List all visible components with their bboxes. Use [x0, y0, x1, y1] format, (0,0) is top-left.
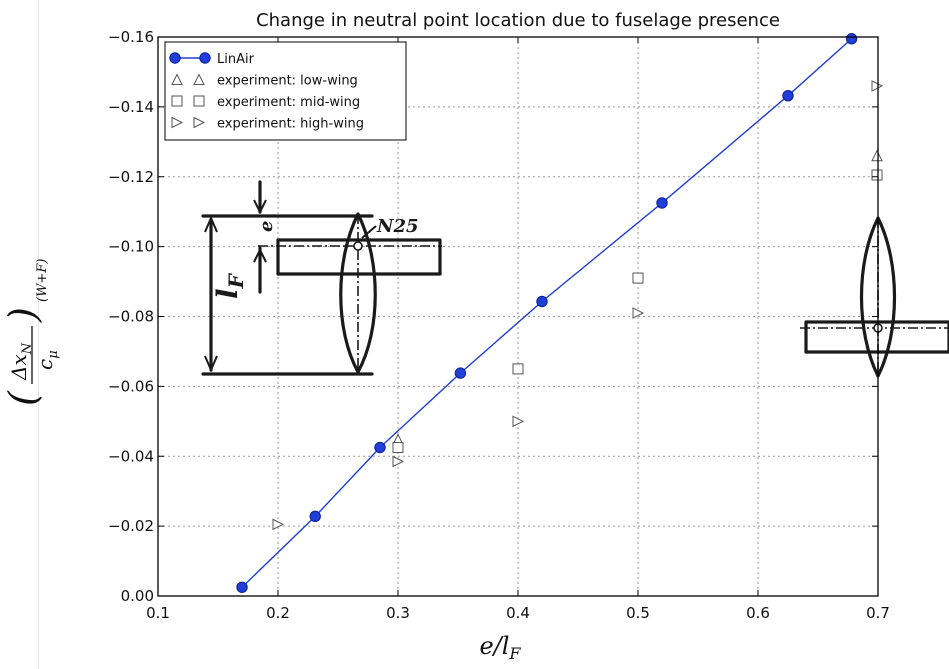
x-tick-label: 0.7 — [866, 604, 890, 622]
y-tick-label: −0.12 — [108, 168, 154, 186]
y-axis-label: ( ΔxN cμ ) (W+F) — [1, 259, 61, 406]
data-point — [392, 455, 405, 468]
data-point — [632, 307, 645, 319]
svg-text:cμ: cμ — [33, 350, 61, 370]
legend-marker — [193, 116, 206, 129]
y-tick-label: −0.02 — [108, 517, 154, 535]
x-tick-label: 0.6 — [746, 604, 770, 622]
legend-marker — [193, 95, 205, 107]
data-point — [656, 197, 668, 209]
data-point — [782, 89, 794, 102]
legend-entry: experiment: low-wing — [171, 73, 358, 89]
series-3 — [272, 80, 884, 531]
svg-text:(: ( — [1, 390, 45, 406]
sketch-label-e: e — [256, 221, 277, 232]
axis-ticks: 0.1 0.2 0.3 0.4 0.5 0.6 0.7 0.00 −0.02 −0.04 −0.06… — [108, 28, 890, 622]
sketch-label-n25: N25 — [376, 216, 419, 237]
data-point — [236, 581, 248, 593]
data-point — [512, 415, 525, 428]
legend-label: experiment: low-wing — [217, 74, 358, 89]
data-point — [632, 272, 644, 284]
sketch-left: N25 e lF — [201, 180, 442, 376]
y-tick-label: −0.10 — [108, 238, 154, 256]
series-1 — [392, 149, 883, 445]
legend-marker — [199, 52, 211, 64]
y-tick-label: 0.00 — [121, 587, 154, 605]
y-tick-label: −0.16 — [108, 28, 154, 46]
data-point — [309, 510, 321, 523]
svg-text:(W+F): (W+F) — [35, 259, 50, 302]
legend-label: experiment: mid-wing — [217, 95, 360, 110]
svg-text:ΔxN: ΔxN — [7, 342, 35, 381]
legend-marker — [171, 95, 183, 107]
series-line — [241, 38, 853, 588]
data-point — [536, 295, 548, 308]
legend-marker — [193, 73, 205, 85]
legend-marker — [169, 52, 181, 64]
legend-entry: LinAir — [169, 52, 255, 67]
data-point — [871, 169, 883, 181]
data-point — [392, 442, 404, 454]
legend-entry: experiment: mid-wing — [171, 95, 360, 110]
legend: LinAir experiment: low-wing experiment: mi… — [164, 41, 407, 141]
svg-text:e/lF: e/lF — [479, 632, 521, 663]
x-tick-label: 0.2 — [266, 604, 290, 622]
data-point — [374, 441, 386, 454]
legend-label: experiment: high-wing — [217, 117, 364, 132]
legend-marker — [171, 116, 184, 129]
fuselage-wing-sketches: N25 e lF — [201, 180, 949, 378]
left-margin-rule — [38, 0, 39, 669]
data-point — [512, 363, 524, 375]
x-tick-label: 0.1 — [146, 604, 170, 622]
x-tick-label: 0.5 — [626, 604, 650, 622]
y-tick-label: −0.06 — [108, 377, 154, 395]
legend-entry: experiment: high-wing — [171, 116, 364, 132]
data-point — [871, 80, 884, 92]
data-point — [845, 33, 858, 45]
chart-title: Change in neutral point location due to … — [256, 10, 780, 31]
x-tick-label: 0.3 — [386, 604, 410, 622]
legend-label: LinAir — [217, 52, 255, 67]
y-tick-label: −0.08 — [108, 308, 154, 326]
data-series — [236, 33, 884, 593]
x-axis-label: e/lF — [479, 632, 521, 663]
sketch-right — [800, 216, 949, 378]
y-tick-label: −0.14 — [108, 98, 154, 116]
legend-marker — [171, 73, 183, 85]
series-0 — [236, 33, 858, 593]
y-tick-label: −0.04 — [108, 447, 154, 465]
data-point — [871, 149, 883, 162]
series-2 — [392, 169, 883, 454]
sketch-label-lf: lF — [211, 272, 248, 299]
data-point — [272, 518, 285, 531]
x-tick-label: 0.4 — [506, 604, 530, 622]
svg-text:): ) — [1, 307, 45, 323]
data-point — [454, 367, 467, 379]
